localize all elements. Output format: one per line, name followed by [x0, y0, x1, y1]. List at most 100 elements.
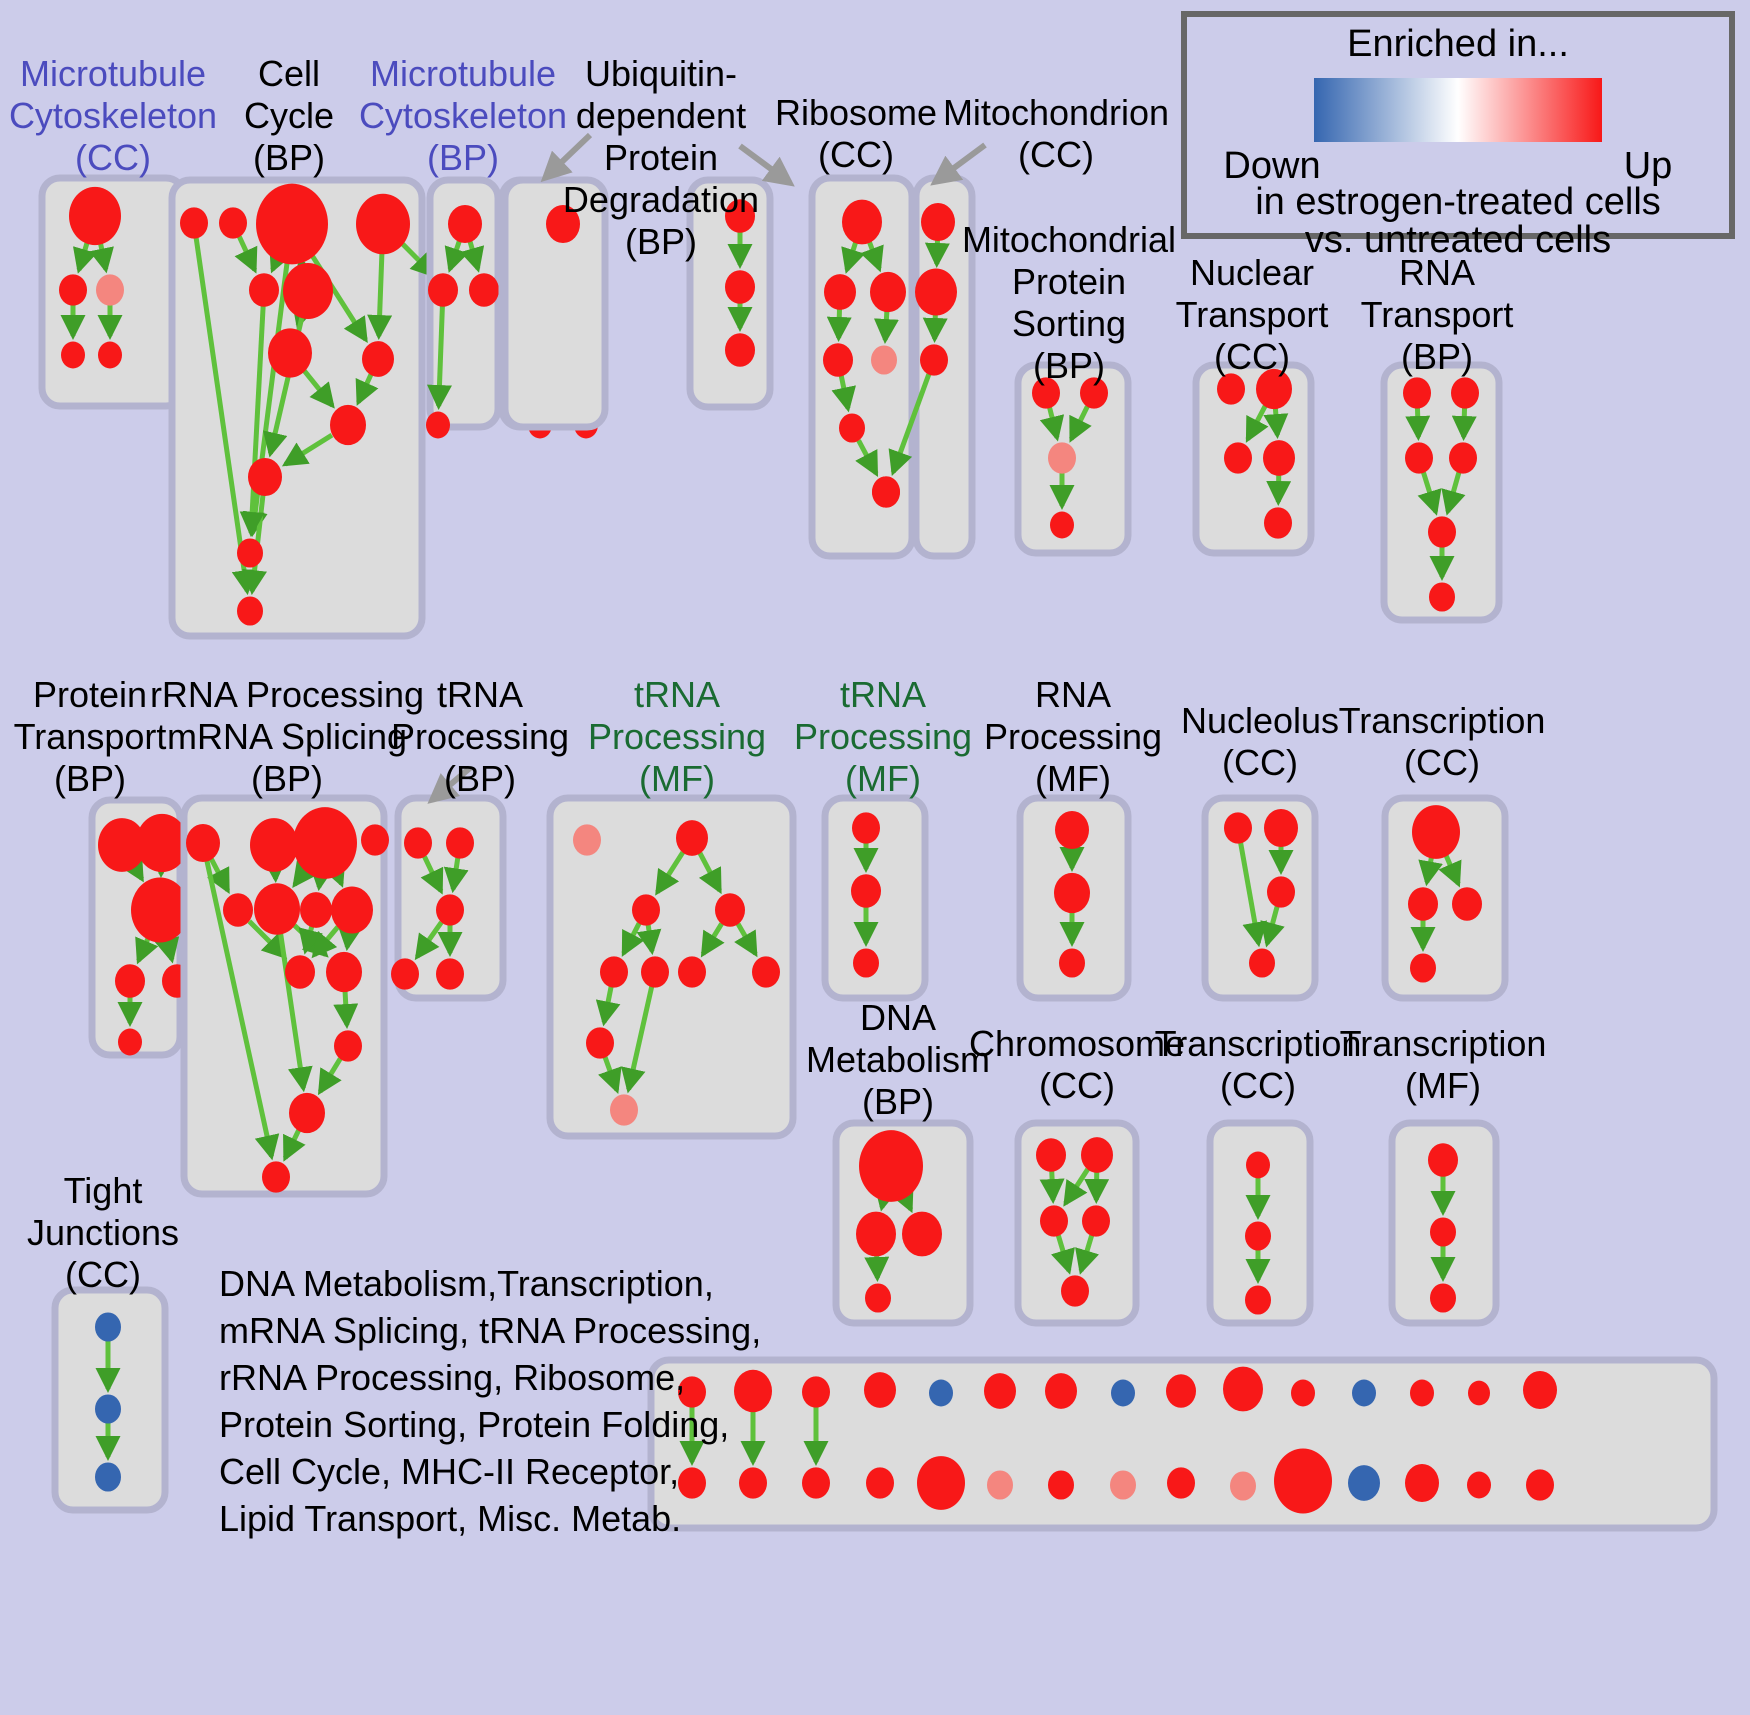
network-node[interactable] — [546, 204, 580, 244]
network-node[interactable] — [1451, 377, 1479, 409]
network-node[interactable] — [98, 818, 146, 872]
network-node[interactable] — [1348, 1465, 1380, 1501]
network-node[interactable] — [404, 827, 432, 859]
network-node[interactable] — [1059, 948, 1085, 978]
network-node[interactable] — [1428, 1143, 1458, 1177]
network-node[interactable] — [362, 341, 394, 377]
network-node[interactable] — [1249, 948, 1275, 978]
network-node[interactable] — [391, 958, 419, 990]
network-node[interactable] — [1061, 1275, 1089, 1307]
network-node[interactable] — [98, 341, 122, 369]
network-node[interactable] — [802, 1467, 830, 1499]
network-node[interactable] — [1110, 1470, 1136, 1500]
network-node[interactable] — [1403, 377, 1431, 409]
network-node[interactable] — [1291, 1379, 1315, 1407]
network-node[interactable] — [1111, 1379, 1135, 1407]
network-node[interactable] — [1224, 442, 1252, 474]
network-node[interactable] — [1050, 511, 1074, 539]
network-node[interactable] — [96, 274, 124, 306]
network-node[interactable] — [237, 538, 263, 568]
network-node[interactable] — [739, 1467, 767, 1499]
network-node[interactable] — [1054, 872, 1090, 914]
network-node[interactable] — [326, 951, 362, 993]
network-node[interactable] — [1032, 377, 1060, 409]
network-node[interactable] — [426, 411, 450, 439]
network-node[interactable] — [1408, 887, 1438, 921]
network-node[interactable] — [573, 824, 601, 856]
network-node[interactable] — [859, 1130, 923, 1202]
network-node[interactable] — [725, 333, 755, 367]
network-node[interactable] — [219, 207, 247, 239]
network-node[interactable] — [248, 457, 282, 497]
network-node[interactable] — [285, 955, 315, 989]
network-node[interactable] — [866, 1467, 894, 1499]
network-node[interactable] — [356, 193, 410, 255]
network-node[interactable] — [95, 1394, 121, 1424]
network-node[interactable] — [865, 1283, 891, 1313]
network-node[interactable] — [984, 1373, 1016, 1409]
network-node[interactable] — [586, 1027, 614, 1059]
network-node[interactable] — [1428, 516, 1456, 548]
network-node[interactable] — [1405, 1463, 1439, 1503]
network-node[interactable] — [1267, 876, 1295, 908]
network-node[interactable] — [1410, 1379, 1434, 1407]
network-node[interactable] — [824, 274, 856, 310]
network-node[interactable] — [632, 894, 660, 926]
network-node[interactable] — [118, 1028, 142, 1056]
network-node[interactable] — [676, 820, 708, 856]
network-node[interactable] — [469, 273, 499, 307]
network-node[interactable] — [902, 1211, 942, 1257]
network-node[interactable] — [1352, 1379, 1376, 1407]
network-node[interactable] — [69, 186, 121, 246]
network-node[interactable] — [300, 892, 332, 928]
network-node[interactable] — [361, 824, 389, 856]
network-node[interactable] — [61, 341, 85, 369]
network-node[interactable] — [1040, 1205, 1068, 1237]
network-node[interactable] — [254, 883, 300, 935]
network-node[interactable] — [436, 894, 464, 926]
network-node[interactable] — [1048, 1470, 1074, 1500]
network-node[interactable] — [600, 956, 628, 988]
network-node[interactable] — [1245, 1221, 1271, 1251]
network-node[interactable] — [1246, 1151, 1270, 1179]
network-node[interactable] — [448, 204, 482, 244]
network-node[interactable] — [921, 202, 955, 242]
network-node[interactable] — [293, 807, 357, 879]
network-node[interactable] — [851, 874, 881, 908]
network-node[interactable] — [330, 404, 366, 446]
network-node[interactable] — [678, 956, 706, 988]
network-node[interactable] — [641, 956, 669, 988]
network-node[interactable] — [1452, 887, 1482, 921]
network-node[interactable] — [1274, 1448, 1332, 1514]
network-node[interactable] — [1429, 582, 1455, 612]
network-node[interactable] — [249, 273, 279, 307]
network-node[interactable] — [610, 1094, 638, 1126]
network-node[interactable] — [428, 273, 458, 307]
network-node[interactable] — [1449, 442, 1477, 474]
network-node[interactable] — [725, 270, 755, 304]
network-node[interactable] — [856, 1211, 896, 1257]
network-node[interactable] — [842, 199, 882, 245]
network-node[interactable] — [920, 344, 948, 376]
network-node[interactable] — [929, 1379, 953, 1407]
network-node[interactable] — [1224, 812, 1252, 844]
network-node[interactable] — [1080, 377, 1108, 409]
network-node[interactable] — [1217, 373, 1245, 405]
network-node[interactable] — [268, 328, 312, 378]
network-node[interactable] — [864, 1372, 896, 1408]
network-node[interactable] — [1264, 808, 1298, 848]
network-node[interactable] — [115, 964, 145, 998]
network-node[interactable] — [131, 877, 189, 943]
network-node[interactable] — [1245, 1285, 1271, 1315]
network-node[interactable] — [334, 1030, 362, 1062]
network-node[interactable] — [1405, 442, 1433, 474]
network-node[interactable] — [256, 183, 328, 265]
network-node[interactable] — [725, 199, 755, 233]
network-node[interactable] — [917, 1456, 965, 1510]
network-node[interactable] — [1082, 1205, 1110, 1237]
network-node[interactable] — [1467, 1471, 1491, 1499]
network-node[interactable] — [1526, 1469, 1554, 1501]
network-node[interactable] — [95, 1312, 121, 1342]
network-node[interactable] — [59, 274, 87, 306]
network-node[interactable] — [1523, 1370, 1557, 1410]
